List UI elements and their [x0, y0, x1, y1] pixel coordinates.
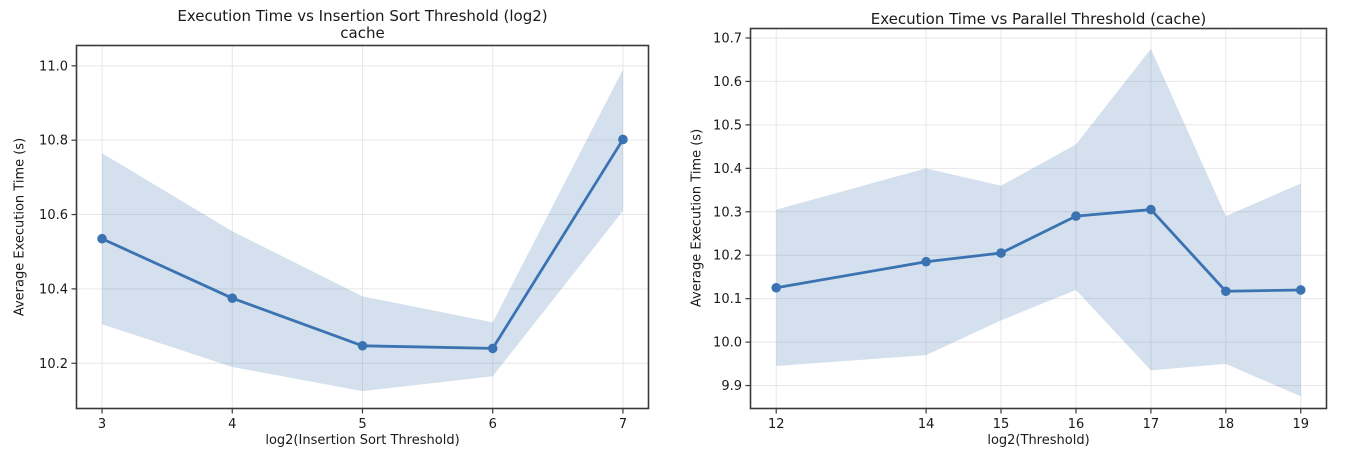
data-point — [1295, 285, 1306, 295]
data-point — [1146, 204, 1156, 215]
y-tick-label: 10.8 — [39, 134, 68, 149]
x-tick-label: 19 — [1292, 417, 1309, 432]
data-point — [487, 343, 498, 354]
y-tick-label: 10.6 — [713, 75, 742, 90]
data-point — [996, 248, 1006, 258]
x-tick-label: 15 — [993, 417, 1010, 432]
y-tick-label: 10.2 — [713, 249, 742, 264]
y-tick-label: 10.4 — [39, 282, 68, 297]
data-point — [97, 233, 107, 244]
right-y-axis-label: Average Execution Time (s) — [689, 128, 705, 308]
x-tick-label: 6 — [489, 417, 497, 432]
x-tick-label: 3 — [98, 417, 106, 432]
y-tick-label: 10.2 — [39, 357, 68, 372]
data-point — [771, 282, 782, 293]
y-tick-label: 9.9 — [721, 379, 742, 394]
x-tick-label: 5 — [358, 417, 366, 432]
right-x-axis-label: log2(Threshold) — [987, 433, 1090, 448]
data-point — [1221, 286, 1231, 297]
data-point — [618, 134, 628, 145]
y-tick-label: 10.5 — [713, 118, 742, 133]
y-tick-label: 11.0 — [39, 59, 68, 74]
data-point — [227, 293, 238, 304]
axes-spines — [749, 27, 1328, 410]
y-tick-label: 10.6 — [39, 208, 68, 223]
data-point — [357, 340, 368, 351]
x-tick-label: 12 — [768, 417, 785, 432]
data-point — [921, 256, 931, 267]
confidence-band — [102, 69, 623, 392]
x-tick-label: 4 — [228, 417, 236, 432]
x-tick-label: 16 — [1068, 417, 1085, 432]
x-tick-label: 14 — [918, 417, 935, 432]
left-chart-title: Execution Time vs Insertion Sort Thresho… — [177, 7, 548, 25]
y-tick-label: 10.1 — [713, 292, 742, 307]
confidence-band — [776, 48, 1301, 397]
insertion-sort-threshold-chart: 3 4 5 6 7 10.2 10.4 10.6 10.8 11.0 — [39, 44, 650, 432]
parallel-threshold-chart: 12 14 15 16 17 18 19 9.9 10.0 10.1 10.2 10.3 10.4 10.… — [713, 27, 1328, 432]
left-x-axis-label: log2(Insertion Sort Threshold) — [265, 433, 460, 448]
axes-spines — [75, 44, 650, 410]
x-tick-label: 7 — [619, 417, 627, 432]
right-chart-title: Execution Time vs Parallel Threshold (ca… — [870, 10, 1207, 28]
y-tick-label: 10.0 — [713, 336, 742, 351]
x-tick-label: 17 — [1143, 417, 1160, 432]
left-chart-subtitle: cache — [340, 24, 385, 42]
x-tick-label: 18 — [1218, 417, 1235, 432]
left-y-axis-label: Average Execution Time (s) — [12, 137, 28, 317]
y-tick-label: 10.4 — [713, 162, 742, 177]
data-point — [1071, 211, 1081, 221]
y-tick-label: 10.3 — [713, 205, 742, 220]
y-tick-label: 10.7 — [713, 31, 742, 46]
